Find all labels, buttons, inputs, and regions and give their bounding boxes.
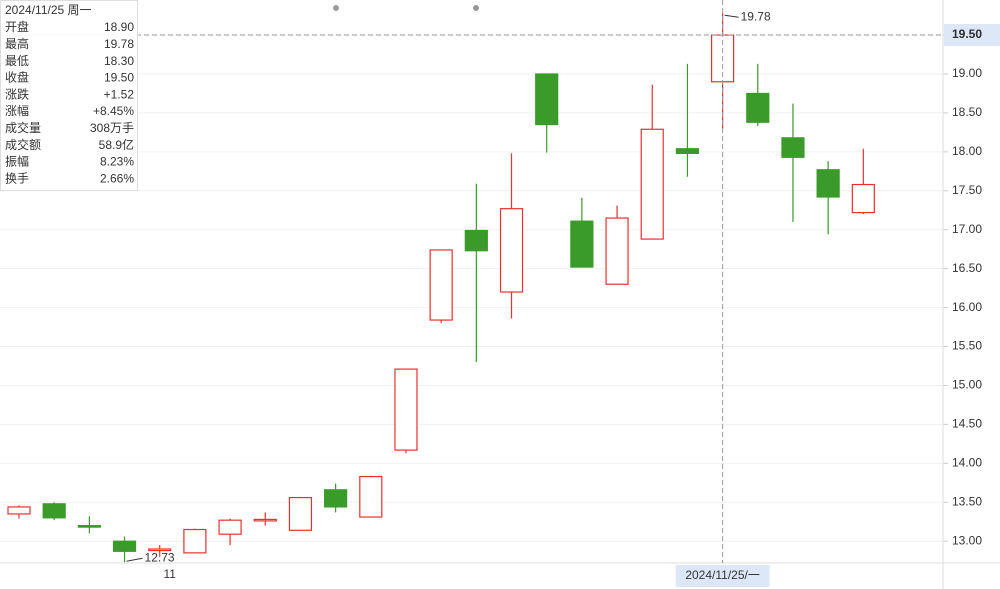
info-value: 308万手 xyxy=(90,121,134,135)
info-label: 涨跌 xyxy=(5,86,29,101)
marker-dot xyxy=(473,5,479,11)
candle-body xyxy=(7,506,31,515)
candle-body xyxy=(218,519,242,535)
info-date: 2024/11/25 周一 xyxy=(5,3,92,17)
y-tick-label: 14.50 xyxy=(952,417,982,431)
info-label: 振幅 xyxy=(5,154,29,169)
candle-body xyxy=(640,128,664,240)
info-value: 58.9亿 xyxy=(99,137,134,152)
info-value: 2.66% xyxy=(100,171,134,185)
y-tick-label: 15.00 xyxy=(952,378,982,392)
info-label: 最高 xyxy=(5,36,29,51)
info-value: +8.45% xyxy=(93,104,134,118)
candle-body xyxy=(324,489,348,508)
y-tick-label: 13.50 xyxy=(952,494,982,508)
info-label: 最低 xyxy=(5,54,29,68)
info-value: 19.78 xyxy=(104,37,134,51)
x-tick-label: 11 xyxy=(163,567,176,581)
crosshair-x-box xyxy=(675,565,770,587)
candle-body xyxy=(851,183,875,214)
annotation-arrow xyxy=(126,557,143,562)
info-value: 19.50 xyxy=(104,71,134,85)
info-label: 成交量 xyxy=(5,120,41,135)
candle-body xyxy=(570,220,594,268)
candle-body xyxy=(746,92,770,123)
y-tick-label: 19.50 xyxy=(952,27,982,41)
annotation-arrow xyxy=(724,14,739,18)
y-tick-label: 17.00 xyxy=(952,222,982,236)
info-value: 18.30 xyxy=(104,54,134,68)
crosshair-x-label: 2024/11/25/一 xyxy=(685,568,760,582)
marker-dot xyxy=(333,5,339,11)
info-label: 换手 xyxy=(5,171,29,185)
crosshair-y-label: 19.50 xyxy=(952,27,982,41)
info-label: 开盘 xyxy=(5,19,29,34)
candle-body xyxy=(183,528,207,554)
crosshair-y-box xyxy=(944,24,1000,47)
candle-body xyxy=(499,208,524,293)
candle-body xyxy=(464,229,488,252)
y-tick-label: 18.00 xyxy=(952,144,982,158)
info-value: 8.23% xyxy=(100,155,134,169)
y-tick-label: 14.00 xyxy=(952,455,982,469)
candle-body xyxy=(535,73,559,126)
candle-body xyxy=(781,137,805,158)
info-label: 涨幅 xyxy=(5,103,29,118)
candle-body xyxy=(605,217,629,285)
info-panel xyxy=(0,0,138,191)
info-label: 收盘 xyxy=(5,70,29,85)
candle-body xyxy=(42,503,66,519)
candle-body xyxy=(429,249,453,321)
candle-body xyxy=(288,496,313,531)
candle-body xyxy=(112,540,137,552)
candle-body xyxy=(675,148,700,155)
info-value: 18.90 xyxy=(104,20,134,34)
y-tick-label: 19.00 xyxy=(952,66,982,80)
candle-body xyxy=(253,518,277,522)
candle-body xyxy=(77,525,101,528)
y-tick-label: 16.50 xyxy=(952,261,982,275)
y-tick-label: 16.00 xyxy=(952,300,982,314)
y-tick-label: 17.50 xyxy=(952,183,982,197)
y-tick-label: 15.50 xyxy=(952,339,982,353)
info-label: 成交额 xyxy=(5,137,41,152)
candle-body xyxy=(394,368,418,451)
y-tick-label: 18.50 xyxy=(952,105,982,119)
candle-body xyxy=(148,548,172,552)
candle-body xyxy=(816,169,840,198)
y-tick-label: 13.00 xyxy=(952,533,982,547)
max-label: 19.78 xyxy=(741,9,771,23)
info-value: +1.52 xyxy=(104,87,135,101)
min-label: 12.73 xyxy=(145,550,175,564)
candle-body xyxy=(359,475,383,518)
